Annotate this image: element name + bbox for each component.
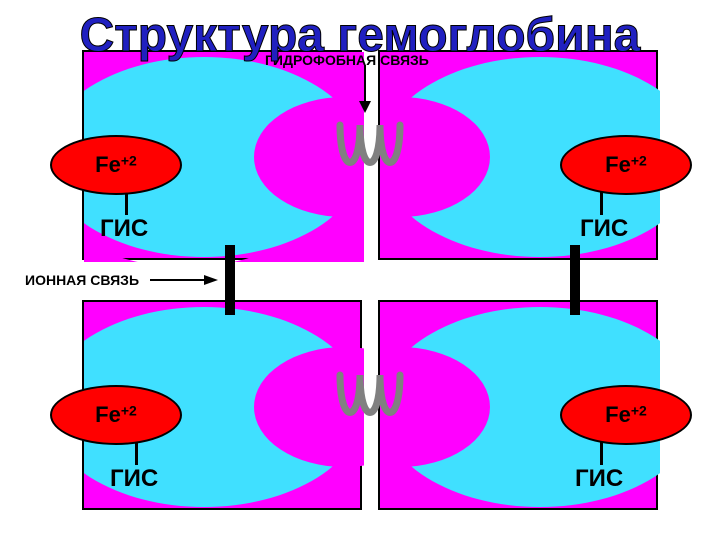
gis-label-tl: ГИС	[100, 215, 148, 243]
fe-text-tl: Fe+2	[95, 152, 137, 178]
fe-badge-tl: Fe+2	[50, 135, 182, 195]
gis-label-bl: ГИС	[110, 465, 158, 493]
coil-bottom	[325, 365, 415, 445]
fe-line-bl	[135, 441, 138, 465]
ion-bar-right	[570, 245, 580, 315]
ionic-arrow	[150, 272, 220, 288]
fe-badge-bl: Fe+2	[50, 385, 182, 445]
fe-badge-br: Fe+2	[560, 385, 692, 445]
fe-badge-tr: Fe+2	[560, 135, 692, 195]
fe-line-br	[600, 441, 603, 465]
fe-text-bl: Fe+2	[95, 402, 137, 428]
fe-text-tr: Fe+2	[605, 152, 647, 178]
gis-label-tr: ГИС	[580, 215, 628, 243]
gis-label-br: ГИС	[575, 465, 623, 493]
hydrophobic-arrow	[350, 65, 380, 115]
coil-top	[325, 115, 415, 195]
ion-bar-left	[225, 245, 235, 315]
diagram-title: Структура гемоглобина	[0, 8, 720, 63]
fe-line-tr	[600, 191, 603, 215]
fe-text-br: Fe+2	[605, 402, 647, 428]
ionic-label: ИОННАЯ СВЯЗЬ	[25, 272, 139, 288]
